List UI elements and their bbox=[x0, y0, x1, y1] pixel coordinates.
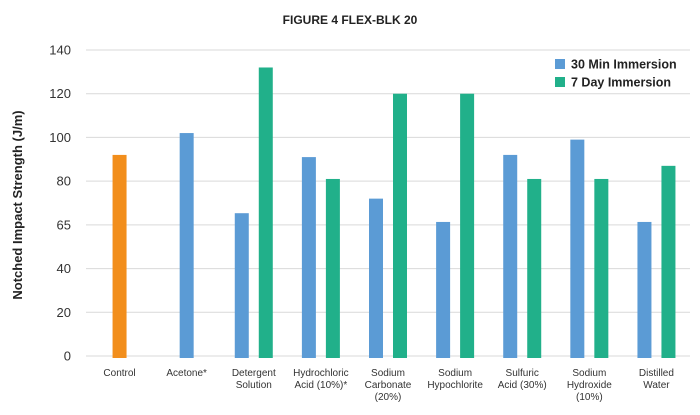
y-tick-label: 40 bbox=[57, 261, 71, 276]
y-axis-ticks: 0 20 40 65 80 100 120 140 bbox=[49, 43, 71, 364]
y-tick-label: 100 bbox=[49, 130, 71, 145]
bar-7-day bbox=[661, 165, 676, 358]
bar-7-day bbox=[527, 178, 542, 358]
bar-30-min bbox=[570, 139, 585, 358]
y-tick-label: 65 bbox=[57, 217, 71, 232]
x-axis-ticks: Control Acetone* Detergent Solution Hydrochl… bbox=[103, 368, 674, 403]
y-tick-label: 120 bbox=[49, 86, 71, 101]
bar-30-min bbox=[369, 198, 383, 358]
legend-label: 7 Day Immersion bbox=[571, 76, 671, 90]
bar-7-day bbox=[258, 67, 273, 358]
legend: 30 Min Immersion 7 Day Immersion bbox=[555, 58, 677, 90]
x-tick-label: Sodium Hydroxide (10%) bbox=[567, 368, 612, 403]
bars bbox=[112, 67, 676, 358]
x-tick-label: Sodium Carbonate (20%) bbox=[365, 368, 412, 403]
bar-30-min bbox=[179, 133, 194, 358]
y-tick-label: 140 bbox=[49, 43, 71, 58]
bar-7-day bbox=[594, 178, 609, 358]
chart-title: FIGURE 4 FLEX-BLK 20 bbox=[283, 13, 418, 27]
y-axis-label: Notched Impact Strength (J/m) bbox=[10, 110, 25, 299]
legend-label: 30 Min Immersion bbox=[571, 58, 677, 72]
x-tick-label: Sodium Hypochlorite bbox=[427, 368, 483, 391]
legend-swatch bbox=[555, 59, 565, 69]
y-tick-label: 0 bbox=[64, 349, 71, 364]
bar-7-day bbox=[325, 178, 340, 358]
bar-30-min bbox=[637, 221, 652, 358]
bar-30-min bbox=[234, 213, 249, 358]
bar-30-min bbox=[301, 157, 316, 358]
x-tick-label: Control bbox=[103, 368, 135, 379]
bar-control bbox=[112, 154, 127, 358]
x-tick-label: Hydrochloric Acid (10%)* bbox=[293, 368, 349, 391]
bar-30-min bbox=[436, 221, 451, 358]
x-tick-label: Distilled Water bbox=[639, 368, 674, 391]
x-tick-label: Acetone* bbox=[166, 368, 207, 379]
bar-30-min bbox=[503, 154, 518, 358]
bar-7-day bbox=[460, 93, 475, 358]
bar-7-day bbox=[393, 93, 407, 358]
x-tick-label: Detergent Solution bbox=[232, 368, 276, 391]
legend-swatch bbox=[555, 77, 565, 87]
x-tick-label: Sulfuric Acid (30%) bbox=[498, 368, 547, 391]
y-tick-label: 20 bbox=[57, 305, 71, 320]
y-tick-label: 80 bbox=[57, 174, 71, 189]
